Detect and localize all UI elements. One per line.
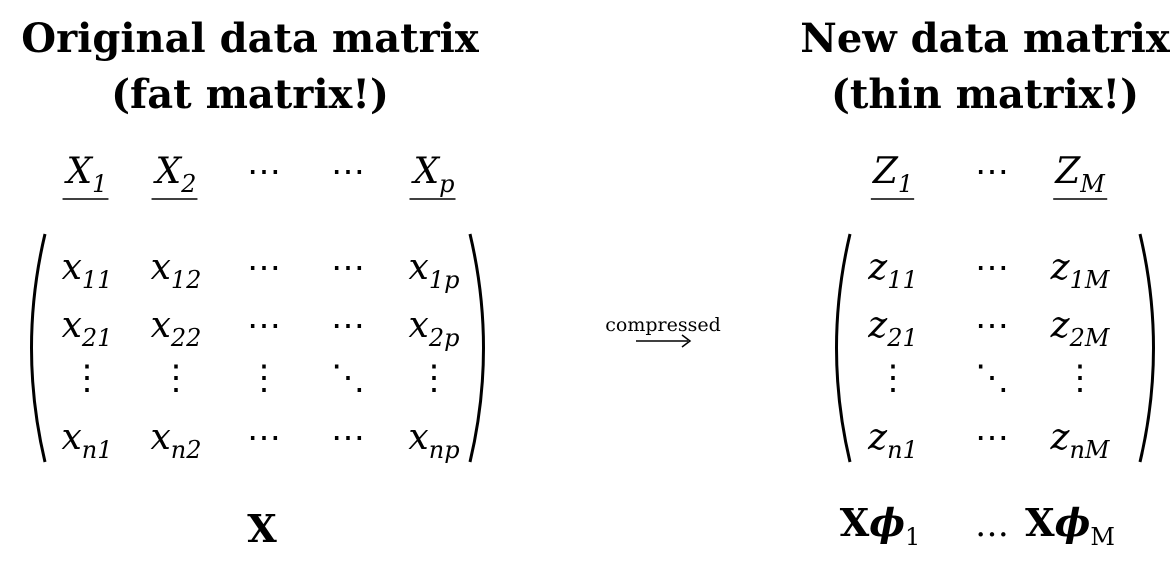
original-cell-r3-c5: ⋮ [417,358,451,398]
original-cell-r4-c1: xn1 [61,417,112,464]
original-matrix-title-line2: (fat matrix!) [111,71,389,118]
original-cell-r4-c5: xnp [408,417,459,464]
new-matrix-title-line2: (thin matrix!) [831,71,1139,118]
original-column-header-2: X2 [153,151,197,198]
original-matrix-panel: Original data matrix (fat matrix!) X1 X2 ⋯… [21,15,485,551]
original-cell-r4-c3: ⋯ [247,418,281,458]
original-cell-r1-c4: ⋯ [331,248,365,288]
original-cell-r1-c3: ⋯ [247,248,281,288]
original-cell-r3-c4: ⋱ [331,358,365,398]
compressed-label: compressed [605,314,721,336]
original-column-header-1: X1 [64,151,108,198]
original-cell-r2-c2: x22 [151,305,202,352]
new-column-header-2: ⋯ [975,152,1009,192]
new-cell-r2-c2: ⋯ [975,306,1009,346]
arrow-head [681,334,692,348]
original-cell-r2-c5: x2p [409,305,460,352]
original-cell-r3-c1: ⋮ [70,358,104,398]
new-cell-r2-c1: z21 [867,305,918,352]
new-cell-r4-c1: zn1 [867,417,918,464]
new-cell-r3-c1: ⋮ [876,358,910,398]
new-cell-r3-c2: ⋱ [975,358,1009,398]
original-cell-r1-c5: x1p [409,247,460,294]
original-cell-r3-c3: ⋮ [247,358,281,398]
original-column-headers: X1 X2 ⋯ ⋯ Xp [62,151,456,200]
new-cell-r2-c3: z2M [1050,305,1111,352]
new-cell-r3-c3: ⋮ [1063,358,1097,398]
original-cell-r3-c2: ⋮ [159,358,193,398]
original-matrix-cells: x11 x12 ⋯ ⋯ x1p x21 x22 ⋯ ⋯ x2p ⋮ ⋮ ⋮ ⋱ ⋮ xn1 xn2 ⋯ ⋯ xnp [61,247,459,464]
new-matrix-label-part-1: Xϕ1 [840,500,921,551]
new-column-header-3: ZM [1054,151,1106,198]
original-cell-r2-c3: ⋯ [247,306,281,346]
original-cell-r2-c1: x21 [62,305,113,352]
right-paren-open [835,233,852,463]
original-cell-r1-c2: x12 [151,247,202,294]
new-cell-r1-c2: ⋯ [975,248,1009,288]
compression-arrow: compressed [605,314,721,348]
original-column-header-3: ⋯ [247,152,281,192]
original-cell-r4-c4: ⋯ [331,418,365,458]
new-matrix-label-part-3: XϕM [1025,500,1115,551]
new-column-headers: Z1 ⋯ ZM [870,151,1108,200]
new-cell-r1-c1: z11 [867,247,918,294]
original-matrix-label: X [247,506,277,551]
new-cell-r1-c3: z1M [1050,247,1111,294]
left-paren-open [30,233,47,463]
new-column-header-1: Z1 [872,151,913,198]
new-cell-r4-c2: ⋯ [975,418,1009,458]
original-column-header-5: Xp [410,151,454,198]
original-cell-r4-c2: xn2 [150,417,201,464]
new-matrix-title-line1: New data matrix [800,15,1171,62]
original-matrix-title-line1: Original data matrix [21,15,480,62]
new-matrix-label: Xϕ1 … XϕM [840,500,1115,551]
new-matrix-label-part-2: … [975,505,1009,545]
new-cell-r4-c3: znM [1050,417,1111,464]
original-column-header-4: ⋯ [331,152,365,192]
original-cell-r1-c1: x11 [62,247,113,294]
new-matrix-panel: New data matrix (thin matrix!) Z1 ⋯ ZM z11… [800,15,1171,551]
right-paren-close [1138,233,1155,463]
new-matrix-cells: z11 ⋯ z1M z21 ⋯ z2M ⋮ ⋱ ⋮ zn1 ⋯ znM [867,247,1111,464]
original-cell-r2-c4: ⋯ [331,306,365,346]
left-paren-close [468,233,485,463]
